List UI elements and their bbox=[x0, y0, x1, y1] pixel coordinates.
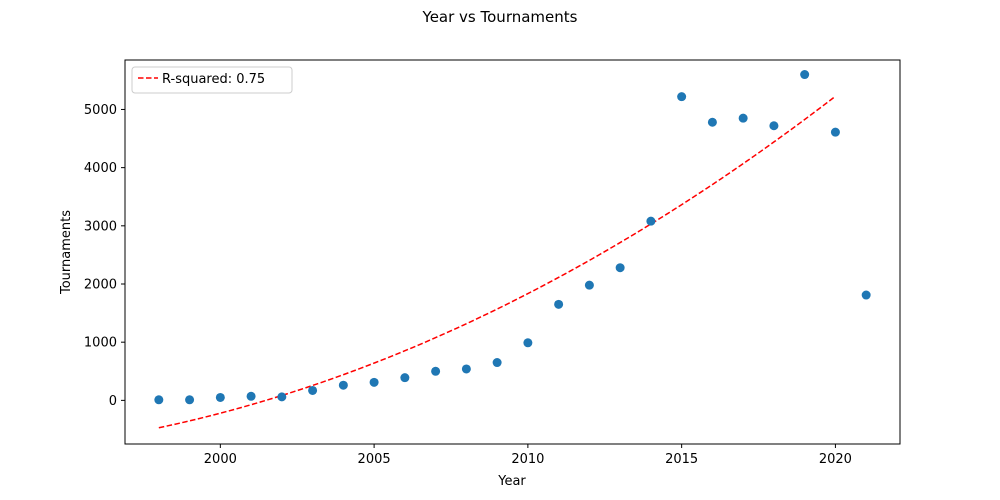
data-point bbox=[369, 377, 379, 387]
data-point bbox=[338, 380, 348, 390]
data-point bbox=[308, 385, 318, 395]
data-point bbox=[277, 392, 287, 402]
data-point bbox=[246, 391, 256, 401]
data-point bbox=[738, 113, 748, 123]
data-point bbox=[646, 216, 656, 226]
data-point bbox=[584, 280, 594, 290]
data-point bbox=[461, 364, 471, 374]
data-point bbox=[215, 392, 225, 402]
data-point bbox=[400, 373, 410, 383]
x-axis: 2000 2005 2010 2015 2020 bbox=[204, 444, 852, 467]
y-axis-label: Tournaments bbox=[59, 210, 74, 295]
legend: R-squared: 0.75 bbox=[131, 66, 293, 94]
data-point bbox=[800, 70, 810, 80]
legend-label: R-squared: 0.75 bbox=[162, 72, 265, 87]
data-point bbox=[154, 395, 164, 405]
data-point bbox=[554, 299, 564, 309]
data-point bbox=[830, 127, 840, 137]
x-tick-label: 2005 bbox=[358, 452, 391, 467]
x-axis-label: Year bbox=[497, 474, 526, 489]
plot-area bbox=[125, 60, 900, 444]
points-layer bbox=[154, 70, 871, 405]
data-point bbox=[615, 263, 625, 273]
x-tick-label: 2010 bbox=[511, 452, 544, 467]
data-point bbox=[677, 92, 687, 102]
y-tick-label: 2000 bbox=[84, 278, 117, 293]
y-tick-label: 0 bbox=[109, 394, 117, 409]
plot-frame bbox=[124, 59, 901, 445]
y-axis: 0 1000 2000 3000 4000 5000 bbox=[84, 103, 125, 409]
data-point bbox=[185, 395, 195, 405]
x-tick-label: 2015 bbox=[665, 452, 698, 467]
data-point bbox=[769, 121, 779, 131]
data-point bbox=[861, 290, 871, 300]
chart-title: Year vs Tournaments bbox=[422, 8, 578, 26]
fit-layer bbox=[158, 95, 836, 429]
y-tick-label: 1000 bbox=[84, 336, 117, 351]
legend-box bbox=[131, 66, 293, 94]
data-point bbox=[707, 117, 717, 127]
y-tick-label: 3000 bbox=[84, 219, 117, 234]
x-tick-label: 2000 bbox=[204, 452, 237, 467]
data-point bbox=[492, 358, 502, 368]
y-tick-label: 4000 bbox=[84, 161, 117, 176]
y-tick-label: 5000 bbox=[84, 103, 117, 118]
fit-line bbox=[158, 95, 836, 429]
data-point bbox=[523, 338, 533, 348]
x-tick-label: 2020 bbox=[819, 452, 852, 467]
data-point bbox=[431, 366, 441, 376]
